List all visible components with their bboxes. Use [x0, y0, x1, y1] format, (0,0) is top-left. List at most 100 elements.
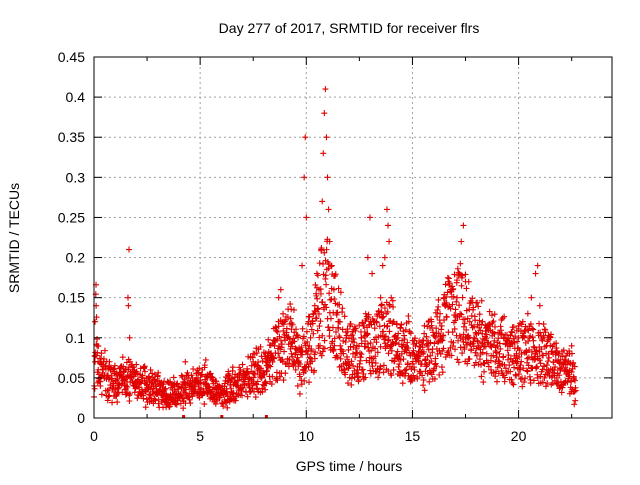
data-point-dense [373, 368, 380, 375]
data-point-dense [323, 281, 330, 288]
data-point-dense [400, 356, 407, 363]
data-point-dense [501, 374, 508, 381]
data-point-dense [304, 338, 311, 345]
data-point-dense [438, 336, 445, 343]
data-point-dense [514, 338, 521, 345]
data-point-dense [493, 354, 500, 361]
data-point-dense [386, 328, 393, 335]
data-point-dense [363, 357, 370, 364]
data-point-dense [268, 381, 275, 388]
data-point-dense [444, 274, 451, 281]
data-point-dense [393, 336, 400, 343]
data-point-dense [508, 376, 515, 383]
data-point-dense [320, 260, 327, 267]
data-point-dense [410, 372, 417, 379]
y-tick-label: 0 [77, 410, 85, 426]
data-point-dense [441, 317, 448, 324]
data-point-dense [481, 368, 488, 375]
data-point-dense [427, 339, 434, 346]
data-point-dense [533, 364, 540, 371]
data-point-dense [439, 337, 446, 344]
data-point-dense [492, 373, 499, 380]
data-point-dense [326, 290, 333, 297]
data-gap-marker [182, 415, 186, 418]
data-point-dense [344, 380, 351, 387]
data-point-dense [380, 369, 387, 376]
data-point-dense [287, 315, 294, 322]
data-point-dense [558, 389, 565, 396]
data-point-dense [475, 303, 482, 310]
data-point-dense [348, 375, 355, 382]
data-point-dense [395, 330, 402, 337]
data-point-dense [309, 320, 316, 327]
data-point-dense [295, 357, 302, 364]
data-point-dense [287, 301, 294, 308]
data-point [328, 262, 335, 269]
data-point [385, 222, 392, 229]
data-point-dense [541, 374, 548, 381]
data-point-dense [548, 331, 555, 338]
data-point-dense [113, 392, 120, 399]
data-point-dense [322, 272, 329, 279]
data-point-dense [540, 321, 547, 328]
data-point-dense [512, 333, 519, 340]
data-point-dense [486, 308, 493, 315]
data-point-dense [110, 366, 117, 373]
data-point-dense [543, 350, 550, 357]
y-axis-label: SRMTID / TECUs [6, 183, 22, 293]
data-point [496, 350, 503, 357]
data-point-dense [336, 301, 343, 308]
data-point-dense [98, 391, 105, 398]
data-point-dense [229, 364, 236, 371]
data-point-dense [405, 345, 412, 352]
data-point-dense [289, 321, 296, 328]
data-point-dense [311, 355, 318, 362]
data-point-dense [98, 350, 105, 357]
data-point-dense [304, 351, 311, 358]
data-point-dense [324, 236, 331, 243]
data-point-dense [538, 346, 545, 353]
data-point-dense [380, 313, 387, 320]
y-tick-label: 0.4 [66, 89, 86, 105]
data-point-dense [451, 271, 458, 278]
data-point-dense [316, 323, 323, 330]
data-point-dense [529, 334, 536, 341]
data-point-dense [316, 334, 323, 341]
data-point-dense [290, 306, 297, 313]
data-point-dense [359, 367, 366, 374]
data-point-dense [371, 325, 378, 332]
data-point-dense [389, 297, 396, 304]
data-point-dense [368, 347, 375, 354]
data-point-dense [542, 383, 549, 390]
data-point-dense [263, 380, 270, 387]
data-point-dense [458, 311, 465, 318]
data-point-dense [371, 345, 378, 352]
data-point-dense [545, 354, 552, 361]
data-point-dense [551, 367, 558, 374]
data-point-dense [197, 379, 204, 386]
data-point-dense [463, 326, 470, 333]
data-point-dense [327, 315, 334, 322]
data-point-dense [471, 362, 478, 369]
data-point-dense [561, 356, 568, 363]
data-point-dense [318, 245, 325, 252]
data-point-dense [352, 325, 359, 332]
data-point [568, 342, 575, 349]
data-point-dense [454, 265, 461, 272]
data-point-dense [140, 395, 147, 402]
data-point-dense [358, 351, 365, 358]
data-point-dense [331, 335, 338, 342]
data-point-dense [333, 328, 340, 335]
data-point-dense [539, 379, 546, 386]
data-point-dense [362, 374, 369, 381]
x-axis-label: GPS time / hours [296, 458, 403, 474]
data-point-dense [147, 392, 154, 399]
x-tick-label: 20 [511, 428, 527, 444]
data-point-dense [342, 371, 349, 378]
data-point-dense [359, 366, 366, 373]
data-point-dense [509, 329, 516, 336]
data-point [299, 262, 306, 269]
data-point-dense [316, 260, 323, 267]
data-point-dense [213, 378, 220, 385]
data-point-dense [305, 363, 312, 370]
